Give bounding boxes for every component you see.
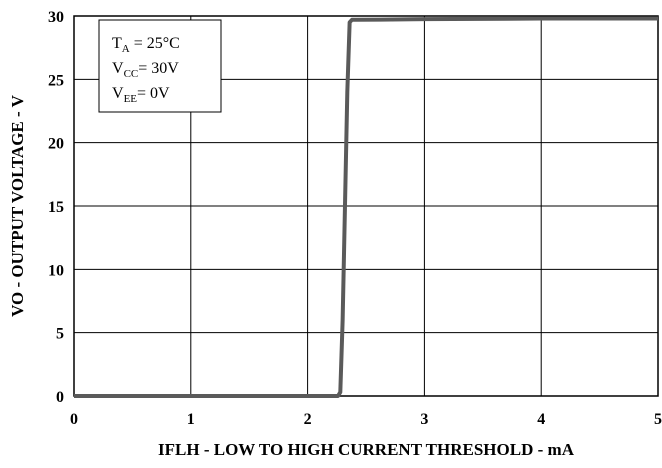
x-tick-label: 0 [70, 411, 78, 428]
y-axis-title: VO - OUTPUT VOLTAGE - V [8, 94, 27, 317]
x-tick-label: 1 [187, 411, 195, 428]
y-tick-label: 5 [56, 326, 64, 343]
plot-frame [73, 15, 659, 397]
plot-border [73, 15, 659, 397]
y-tick-label: 15 [48, 199, 64, 216]
y-tick-labels: 0 5 10 15 20 25 30 [48, 9, 64, 406]
y-tick-label: 10 [48, 262, 64, 279]
series-layer [74, 16, 658, 398]
x-tick-label: 3 [420, 411, 428, 428]
condition-vcc: VCC= 30V [112, 60, 179, 80]
y-tick-label: 0 [56, 389, 64, 406]
condition-vee: VEE= 0V [112, 85, 170, 105]
y-tick-label: 30 [48, 9, 64, 26]
conditions-box: TA = 25°C VCC= 30V VEE= 0V [98, 19, 222, 113]
series-line [74, 16, 658, 398]
x-axis-title: IFLH - LOW TO HIGH CURRENT THRESHOLD - m… [158, 440, 575, 459]
y-tick-label: 20 [48, 136, 64, 153]
x-tick-label: 2 [304, 411, 312, 428]
conditions-box-frame [98, 19, 222, 113]
y-tick-label: 25 [48, 72, 64, 89]
x-tick-label: 4 [537, 411, 545, 428]
x-tick-label: 5 [654, 411, 662, 428]
x-tick-labels: 0 1 2 3 4 5 [70, 411, 662, 428]
condition-ta: TA = 25°C [112, 35, 180, 55]
